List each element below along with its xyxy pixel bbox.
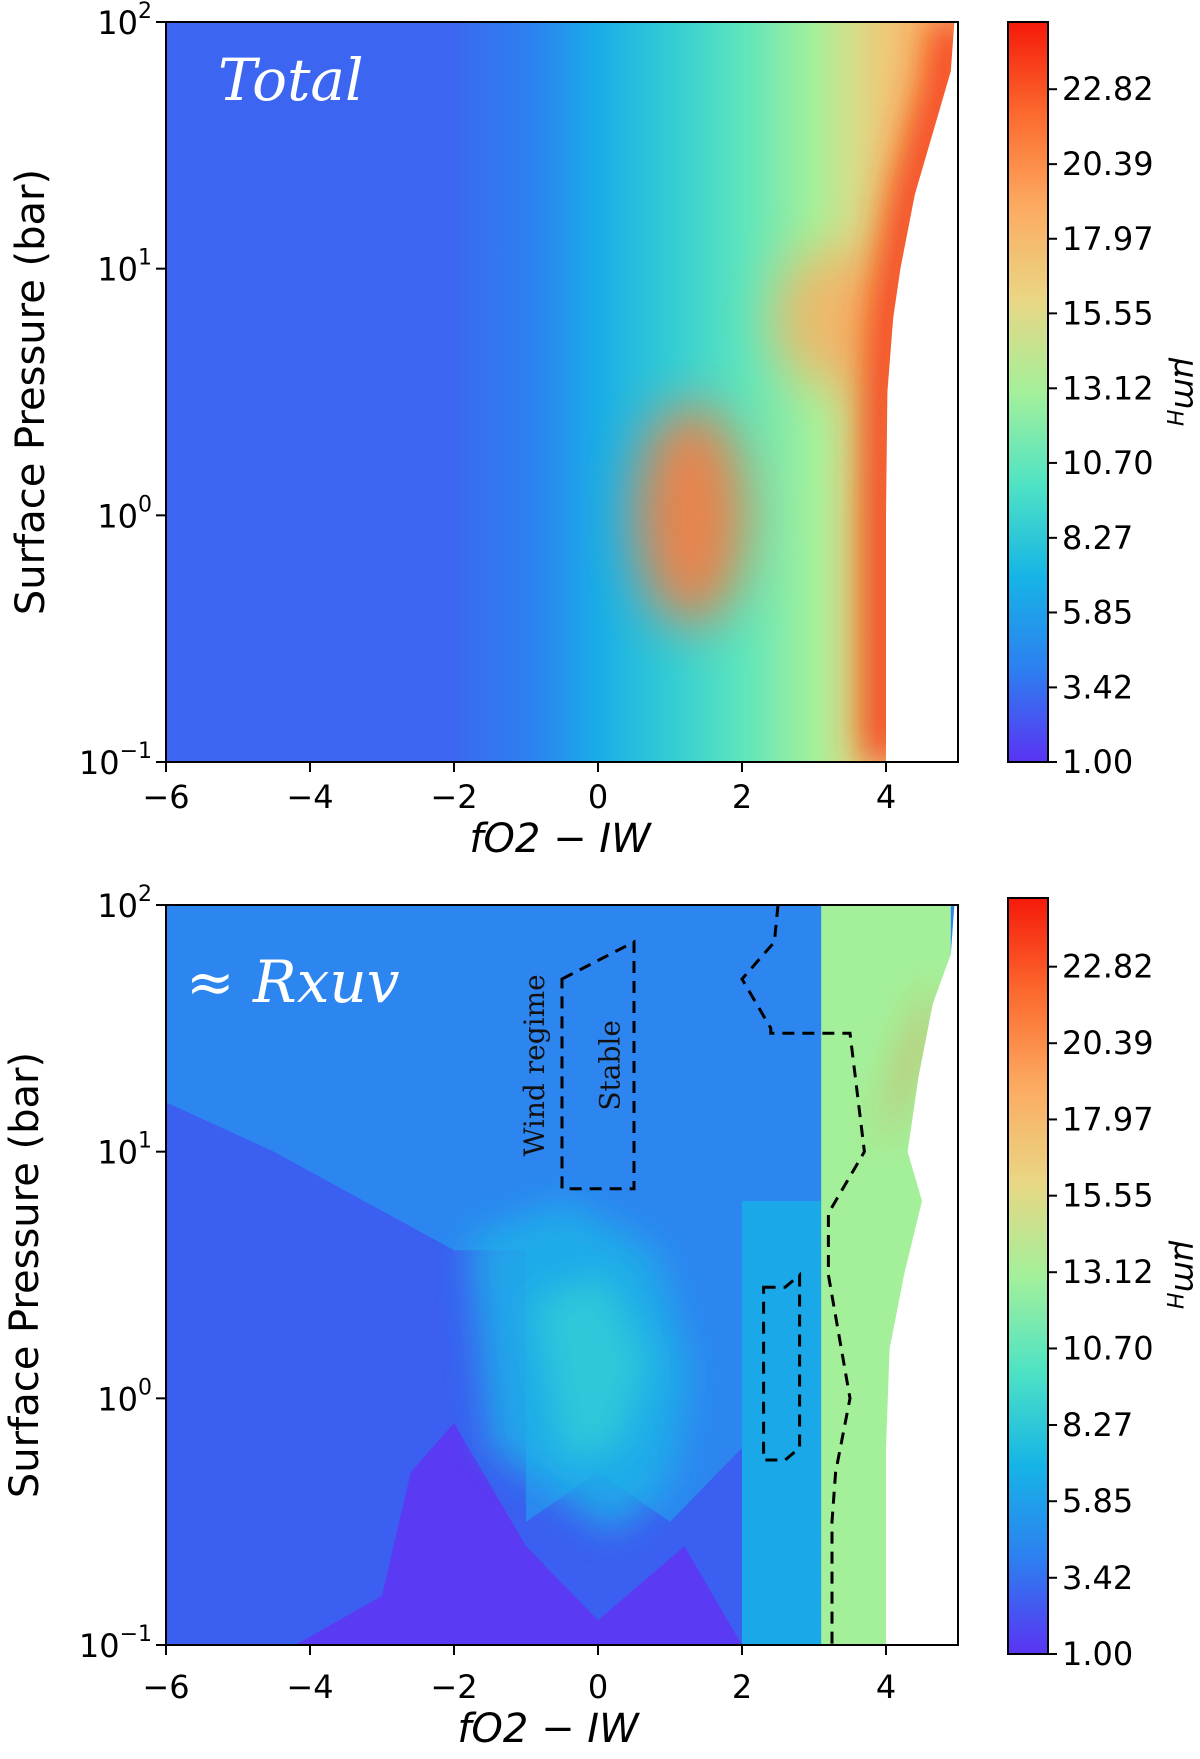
heatmap-red-edge-total xyxy=(853,22,958,762)
x-tick-label: 4 xyxy=(876,778,896,816)
x-tick-label: −2 xyxy=(430,778,477,816)
axes-frame-rxuv xyxy=(165,904,959,1646)
panel-rxuv: −6 −4 −2 0 2 4 10−1 100 101 102 ≈ Rxuv Wind regi… xyxy=(2,882,1200,1752)
y-tick-label: 100 xyxy=(97,1375,152,1418)
colorbar-label-total: μmH xyxy=(1161,357,1200,426)
colorbar-tick-label: 17.97 xyxy=(1062,220,1154,258)
x-tick-label: 2 xyxy=(732,778,752,816)
y-tick-label: 101 xyxy=(97,1129,152,1172)
annotations-rxuv: Wind regime Stable xyxy=(518,974,627,1156)
y-tick-label: 102 xyxy=(97,0,152,42)
y-tick-label: 10−1 xyxy=(79,1622,152,1665)
colorbar-tick-label: 15.55 xyxy=(1062,1177,1154,1215)
colorbar-tick-label: 5.85 xyxy=(1062,593,1133,631)
regime-loop-contour xyxy=(762,1271,802,1462)
y-tick-label: 101 xyxy=(97,246,152,289)
colorbar-tick-label: 13.12 xyxy=(1062,1253,1154,1291)
colorbar-rxuv xyxy=(1007,897,1049,1655)
colorbar-tick-label: 13.12 xyxy=(1062,369,1154,407)
colorbar-tick-label: 3.42 xyxy=(1062,1559,1133,1597)
colorbar-tick-label: 8.27 xyxy=(1062,519,1133,557)
invalid-region-mask-rxuv xyxy=(886,905,958,1645)
x-tick-label: 2 xyxy=(732,1668,752,1706)
heatmap-bump-total xyxy=(636,405,747,626)
x-tick-label: 4 xyxy=(876,1668,896,1706)
y-tick-label: 100 xyxy=(97,492,152,535)
y-ticks-rxuv: 10−1 100 101 102 xyxy=(79,882,166,1665)
colorbar-tick-label: 20.39 xyxy=(1062,145,1154,183)
x-tick-label: −6 xyxy=(142,778,189,816)
x-tick-label: −6 xyxy=(142,1668,189,1706)
x-tick-label: −2 xyxy=(430,1668,477,1706)
colorbar-label-rxuv: μmH xyxy=(1161,1240,1200,1309)
heatmap-cyan-core-rxuv xyxy=(533,1275,649,1460)
colorbar-tick-label: 10.70 xyxy=(1062,444,1154,482)
y-tick-label: 10−1 xyxy=(79,739,152,782)
regime-loop-contour xyxy=(560,939,636,1191)
x-axis-label-rxuv: fO2 − IW xyxy=(457,1706,640,1752)
x-tick-label: −4 xyxy=(286,778,333,816)
heatmap-hot-top-rxuv xyxy=(878,905,951,1152)
regime-contours-rxuv xyxy=(560,905,866,1645)
region-annotation: Wind regime xyxy=(518,974,551,1156)
invalid-region-mask-total xyxy=(886,22,958,762)
colorbar-ticks-total: 1.00 3.42 5.85 8.27 10.70 13.12 15.55 17.97 20.3… xyxy=(1048,70,1154,781)
heatmap-right-strip-rxuv xyxy=(742,1201,822,1645)
panel-total: −6 −4 −2 0 2 4 10−1 100 101 102 Total fO2 − IW S… xyxy=(8,0,1200,862)
y-tick-label: 102 xyxy=(97,882,152,925)
colorbar-tick-label: 15.55 xyxy=(1062,294,1154,332)
colorbar-tick-label: 8.27 xyxy=(1062,1406,1133,1444)
panel-label-rxuv: ≈ Rxuv xyxy=(186,948,400,1016)
colorbar-tick-label: 5.85 xyxy=(1062,1482,1133,1520)
y-axis-label-rxuv: Surface Pressure (bar) xyxy=(2,1052,48,1498)
colorbar-tick-label: 1.00 xyxy=(1062,1635,1133,1673)
regime-boundary-contour xyxy=(740,905,866,1645)
colorbar-ticks-rxuv: 1.00 3.42 5.85 8.27 10.70 13.12 15.55 17.97 20.3… xyxy=(1048,948,1154,1673)
axes-frame-total xyxy=(165,21,959,763)
colorbar-total xyxy=(1007,21,1049,763)
y-axis-label-total: Surface Pressure (bar) xyxy=(8,169,54,615)
panel-label-total: Total xyxy=(218,46,364,114)
x-tick-label: 0 xyxy=(588,1668,608,1706)
heatmap-lowest-region-rxuv xyxy=(295,1423,771,1645)
y-ticks-total: 10−1 100 101 102 xyxy=(79,0,166,782)
heatmap-field-total xyxy=(166,22,958,762)
x-tick-label: 0 xyxy=(588,778,608,816)
colorbar-tick-label: 20.39 xyxy=(1062,1024,1154,1062)
colorbar-tick-label: 10.70 xyxy=(1062,1329,1154,1367)
region-annotation: Stable xyxy=(594,1020,627,1111)
x-axis-label-total: fO2 − IW xyxy=(469,816,652,862)
colorbar-tick-label: 3.42 xyxy=(1062,668,1133,706)
colorbar-tick-label: 22.82 xyxy=(1062,948,1154,986)
colorbar-tick-label: 22.82 xyxy=(1062,70,1154,108)
colorbar-tick-label: 17.97 xyxy=(1062,1100,1154,1138)
colorbar-tick-label: 1.00 xyxy=(1062,743,1133,781)
x-ticks-total: −6 −4 −2 0 2 4 xyxy=(142,762,896,816)
x-ticks-rxuv: −6 −4 −2 0 2 4 xyxy=(142,1645,896,1706)
x-tick-label: −4 xyxy=(286,1668,333,1706)
heatmap-upper-bump-total xyxy=(775,248,896,388)
